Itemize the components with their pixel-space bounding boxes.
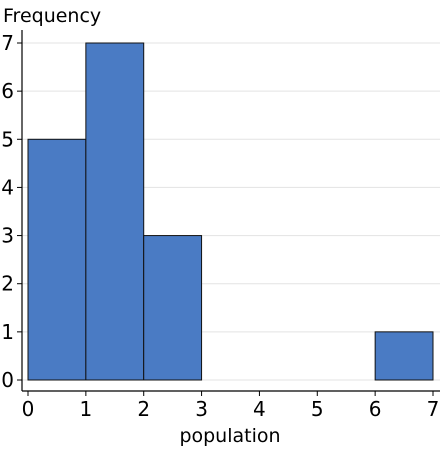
x-tick-label-0: 0 — [22, 397, 35, 421]
y-tick-label-7: 7 — [1, 31, 14, 55]
bar-0-1 — [27, 138, 87, 381]
x-tick-label-5: 5 — [311, 397, 324, 421]
bar-1-2 — [85, 42, 145, 381]
y-tick-label-6: 6 — [1, 79, 14, 103]
y-tick-label-2: 2 — [1, 272, 14, 296]
x-tick-label-1: 1 — [79, 397, 92, 421]
y-tick-label-5: 5 — [1, 127, 14, 151]
y-tick-label-1: 1 — [1, 320, 14, 344]
y-tick-label-0: 0 — [1, 368, 14, 392]
x-axis-title: population — [179, 425, 280, 447]
y-tick-label-3: 3 — [1, 224, 14, 248]
bar-6-7 — [374, 331, 434, 381]
y-ticks: 0 1 2 3 4 5 6 7 — [1, 31, 22, 392]
x-tick-label-7: 7 — [427, 397, 440, 421]
y-tick-label-4: 4 — [1, 175, 14, 199]
x-tick-label-6: 6 — [369, 397, 382, 421]
x-tick-label-3: 3 — [195, 397, 208, 421]
bar-2-3 — [143, 235, 203, 381]
x-tick-label-2: 2 — [137, 397, 150, 421]
x-ticks: 0 1 2 3 4 5 6 7 — [22, 391, 440, 421]
bars — [27, 42, 434, 381]
x-tick-label-4: 4 — [253, 397, 266, 421]
y-axis-title: Frequency — [3, 5, 101, 27]
